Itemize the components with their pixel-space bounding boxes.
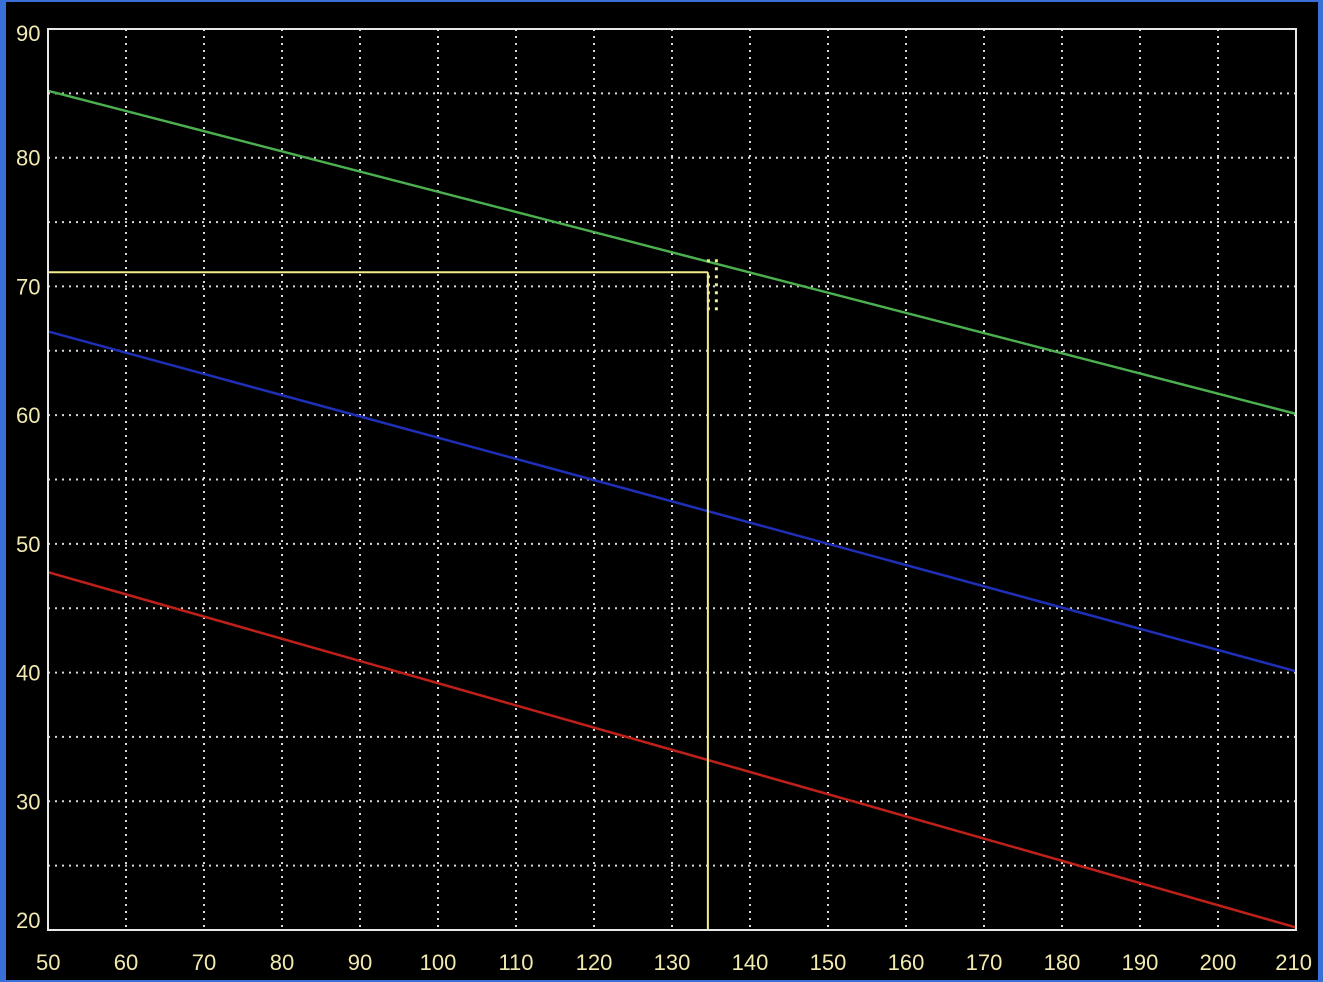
cursor-marker-dot xyxy=(706,307,710,311)
cursor-marker-dot xyxy=(714,259,718,263)
y-tick-label: 40 xyxy=(16,661,40,686)
plot-border xyxy=(47,28,1297,931)
cursor-marker-dot xyxy=(706,299,710,303)
cursor-marker-dot xyxy=(714,299,718,303)
x-axis-tick-labels: 50 60 70 80 90 100 110 120 130 140 150 160 170 180 190… xyxy=(36,950,1312,975)
y-axis-tick-labels: 20 30 40 50 60 70 80 90 xyxy=(16,21,40,933)
x-tick-label: 170 xyxy=(966,950,1003,975)
x-tick-label: 160 xyxy=(888,950,925,975)
cursor-marker-dot xyxy=(706,259,710,263)
series-line-1 xyxy=(47,89,1297,416)
x-tick-label: 130 xyxy=(654,950,691,975)
cursor-marker-dot xyxy=(706,291,710,295)
cursor-marker-dot xyxy=(706,283,710,287)
x-tick-label: 190 xyxy=(1122,950,1159,975)
cursor-marker-dot xyxy=(714,283,718,287)
x-tick-label: 50 xyxy=(36,950,60,975)
x-tick-label: 100 xyxy=(420,950,457,975)
cursor-marker-dot xyxy=(706,275,710,279)
series-lines xyxy=(47,89,1297,929)
x-tick-label: 180 xyxy=(1044,950,1081,975)
x-tick-label: 140 xyxy=(732,950,769,975)
y-tick-label: 30 xyxy=(16,789,40,814)
x-tick-label: 90 xyxy=(348,950,372,975)
cursor-marker-dot xyxy=(714,267,718,271)
x-tick-label: 70 xyxy=(192,950,216,975)
series-line-3 xyxy=(47,570,1297,929)
grid xyxy=(48,29,1296,930)
y-tick-label: 70 xyxy=(16,274,40,299)
x-tick-label: 80 xyxy=(270,950,294,975)
x-tick-label: 210 xyxy=(1275,950,1312,975)
y-tick-label: 20 xyxy=(16,908,40,933)
x-tick-label: 150 xyxy=(810,950,847,975)
cursor-crosshair[interactable] xyxy=(48,259,718,930)
series-line-2 xyxy=(47,330,1297,673)
x-tick-label: 120 xyxy=(576,950,613,975)
y-tick-label: 80 xyxy=(16,146,40,171)
cursor-marker-dot xyxy=(714,307,718,311)
y-tick-label: 90 xyxy=(16,21,40,46)
x-tick-label: 110 xyxy=(498,950,533,975)
cursor-marker-dot xyxy=(714,291,718,295)
y-tick-label: 60 xyxy=(16,403,40,428)
x-tick-label: 200 xyxy=(1200,950,1237,975)
x-tick-label: 60 xyxy=(114,950,138,975)
y-tick-label: 50 xyxy=(16,532,40,557)
cursor-marker-dot xyxy=(714,275,718,279)
